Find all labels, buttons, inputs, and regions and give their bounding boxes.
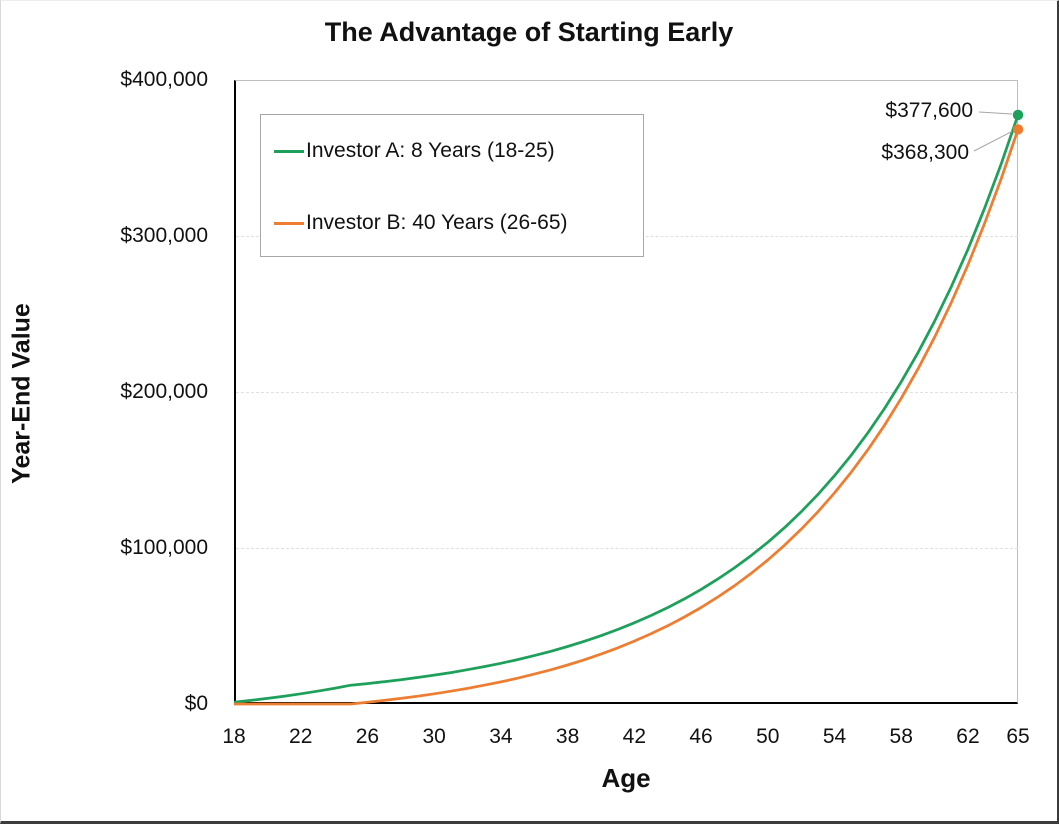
x-tick-18: 18 bbox=[222, 725, 246, 748]
legend-label-investor-b: Investor B: 40 Years (26-65) bbox=[306, 211, 568, 234]
series-line-investor-b bbox=[234, 129, 1020, 706]
y-tick-400000: $400,000 bbox=[120, 68, 208, 91]
legend-label-investor-a: Investor A: 8 Years (18-25) bbox=[306, 139, 555, 162]
annotation-investor-a-final-value: $377,600 bbox=[885, 99, 973, 122]
x-tick-62: 62 bbox=[956, 725, 980, 748]
x-tick-34: 34 bbox=[489, 725, 513, 748]
chart-title: The Advantage of Starting Early bbox=[324, 17, 734, 47]
x-tick-38: 38 bbox=[555, 725, 580, 748]
x-tick-46: 46 bbox=[689, 725, 713, 748]
leader-line-investor-a bbox=[978, 111, 1013, 115]
legend: Investor A: 8 Years (18-25) Investor B: … bbox=[260, 114, 644, 257]
y-tick-0: $0 bbox=[184, 692, 208, 715]
y-tick-300000: $300,000 bbox=[120, 224, 208, 247]
end-marker-investor-b bbox=[1012, 124, 1024, 135]
investor-b-line-swatch bbox=[274, 221, 304, 225]
x-tick-65: 65 bbox=[1006, 725, 1030, 748]
investor-a-line-swatch bbox=[274, 149, 304, 153]
x-tick-54: 54 bbox=[822, 725, 847, 748]
annotation-investor-b-final-value: $368,300 bbox=[881, 141, 969, 164]
gridline-100000 bbox=[236, 548, 1018, 549]
x-tick-26: 26 bbox=[355, 725, 380, 748]
x-axis-title: Age bbox=[601, 763, 651, 793]
gridline-200000 bbox=[236, 392, 1018, 393]
legend-item-investor-b: Investor B: 40 Years (26-65) bbox=[274, 211, 568, 235]
x-tick-30: 30 bbox=[422, 725, 446, 748]
y-tick-200000: $200,000 bbox=[120, 380, 208, 403]
end-marker-investor-a bbox=[1012, 109, 1024, 121]
legend-item-investor-a: Investor A: 8 Years (18-25) bbox=[274, 139, 555, 163]
leader-line-investor-b bbox=[973, 131, 1013, 152]
x-tick-50: 50 bbox=[756, 725, 780, 748]
series-line-investor-a bbox=[233, 114, 1020, 704]
x-tick-58: 58 bbox=[889, 725, 913, 748]
x-tick-22: 22 bbox=[289, 725, 313, 748]
x-tick-42: 42 bbox=[622, 725, 646, 748]
y-tick-100000: $100,000 bbox=[120, 536, 208, 559]
